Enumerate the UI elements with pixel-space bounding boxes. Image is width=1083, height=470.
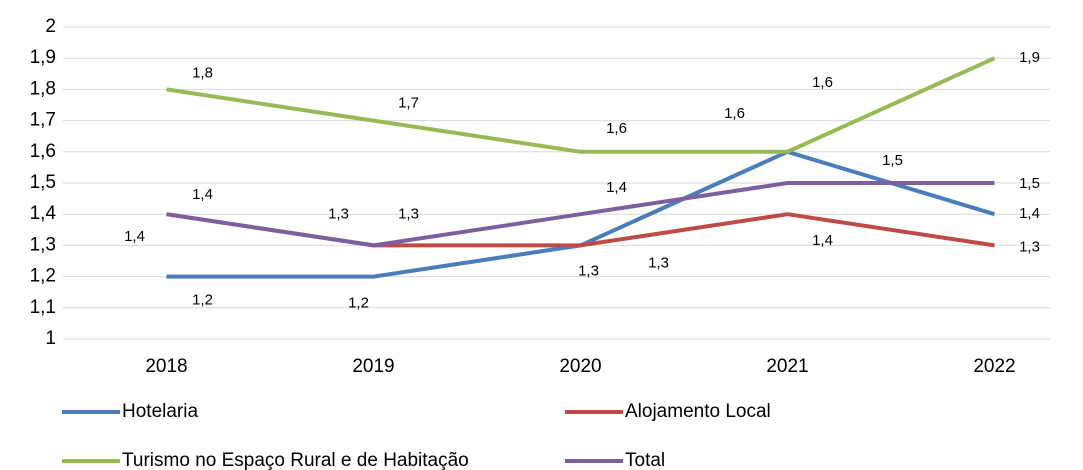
data-label: 1,3 xyxy=(578,262,599,279)
data-label: 1,2 xyxy=(348,295,369,312)
data-label: 1,9 xyxy=(1019,49,1040,66)
legend-label: Turismo no Espaço Rural e de Habitação xyxy=(122,450,469,470)
data-label: 1,7 xyxy=(398,95,419,112)
y-tick-label: 1,3 xyxy=(30,234,56,255)
y-tick-label: 2 xyxy=(45,16,56,37)
x-tick-label: 2020 xyxy=(559,356,601,377)
y-tick-label: 1,5 xyxy=(30,172,56,193)
data-label: 1,4 xyxy=(812,232,833,249)
x-tick-label: 2019 xyxy=(352,356,394,377)
y-tick-label: 1,1 xyxy=(30,297,56,318)
series-line xyxy=(166,56,996,154)
data-label: 1,3 xyxy=(648,254,669,271)
data-label: 1,8 xyxy=(192,64,213,81)
data-label: 1,3 xyxy=(398,205,419,222)
series-line xyxy=(166,181,995,248)
data-label: 1,2 xyxy=(192,292,213,309)
y-tick-label: 1,4 xyxy=(30,203,57,224)
data-label: 1,6 xyxy=(812,74,833,91)
data-label: 1,4 xyxy=(1019,205,1040,222)
data-label: 1,4 xyxy=(606,179,627,196)
data-label: 1,5 xyxy=(1019,175,1040,192)
y-tick-label: 1 xyxy=(45,328,56,349)
data-label: 1,6 xyxy=(724,105,745,122)
data-label: 1,6 xyxy=(606,120,627,137)
legend-label: Total xyxy=(625,450,665,470)
legend-label: Hotelaria xyxy=(122,401,198,422)
x-tick-label: 2021 xyxy=(766,356,808,377)
x-tick-label: 2022 xyxy=(973,356,1015,377)
data-label: 1,3 xyxy=(1019,238,1040,255)
y-tick-label: 1,9 xyxy=(30,47,56,68)
y-tick-label: 1,2 xyxy=(30,266,56,287)
data-label: 1,4 xyxy=(124,228,145,245)
y-tick-label: 1,7 xyxy=(30,110,56,131)
y-tick-label: 1,6 xyxy=(30,141,56,162)
data-label: 1,4 xyxy=(192,186,213,203)
data-label: 1,5 xyxy=(882,152,903,169)
legend-label: Alojamento Local xyxy=(625,401,771,422)
data-label: 1,3 xyxy=(328,205,349,222)
y-tick-label: 1,8 xyxy=(30,78,56,99)
x-tick-label: 2018 xyxy=(145,356,187,377)
series-line xyxy=(166,212,995,248)
